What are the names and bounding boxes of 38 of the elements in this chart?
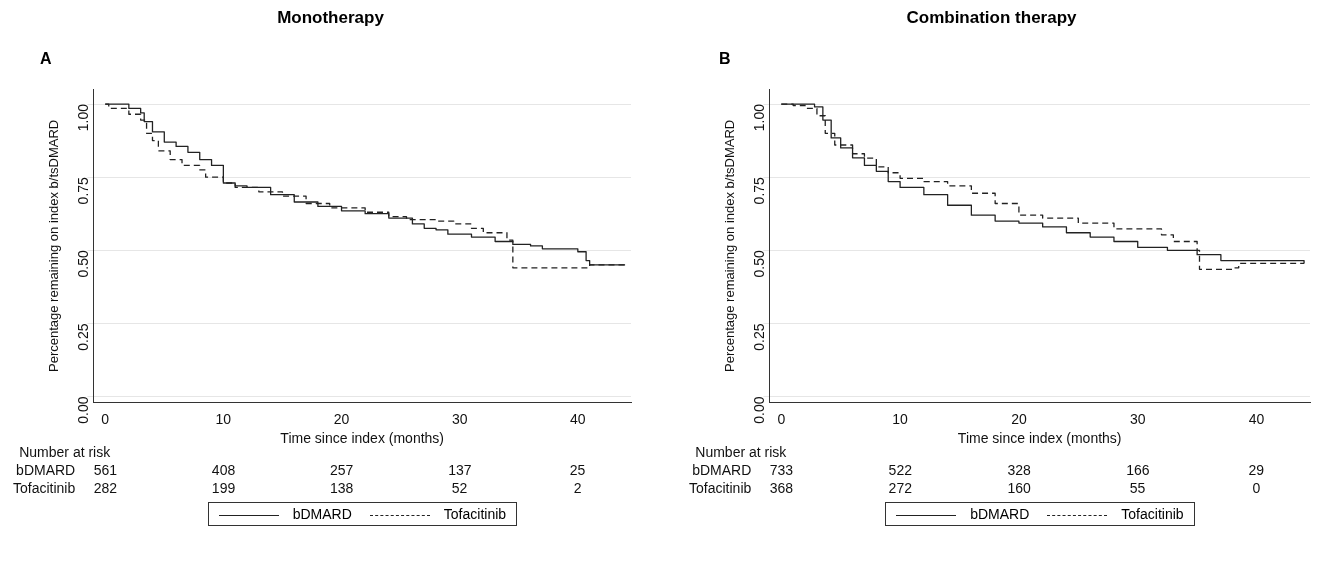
- x-tick-label: 0: [777, 410, 786, 427]
- x-tick-label: 30: [1129, 410, 1146, 427]
- x-tick-label: 20: [333, 410, 350, 427]
- chart-title: Combination therapy: [905, 8, 1078, 28]
- y-tick-label: 0.50: [75, 250, 92, 278]
- x-tick-label: 10: [215, 410, 232, 427]
- text: bDMARD 561 408 257 137 25: [16, 462, 586, 479]
- text: Number at risk: [19, 444, 111, 461]
- y-tick-label: 0.00: [751, 396, 768, 424]
- legend-label: bDMARD: [970, 506, 1030, 523]
- y-tick-label: 0.50: [751, 250, 768, 278]
- x-tick-label: 40: [1248, 410, 1265, 427]
- text: Tofacitinib 282 199 138 52 2: [12, 480, 582, 497]
- x-tick-label: 40: [570, 410, 586, 427]
- x-axis-title: Time since index (months): [280, 430, 445, 447]
- y-tick-label: 0.75: [751, 176, 768, 205]
- text: bDMARD 733 522 328 166 29: [692, 462, 1265, 479]
- x-tick-label: 0: [101, 410, 110, 427]
- legend-label: bDMARD: [292, 506, 352, 523]
- y-axis-title: Percentage remaining on index b/tsDMARD: [722, 119, 738, 372]
- y-tick-label: 0.00: [75, 396, 92, 424]
- text: Number at risk: [695, 444, 787, 461]
- y-axis-title: Percentage remaining on index b/tsDMARD: [46, 119, 62, 372]
- text: Tofacitinib 368 272 160 55 0: [689, 480, 1261, 497]
- chart-subtitle: B: [719, 50, 731, 68]
- x-tick-label: 30: [451, 410, 468, 427]
- x-tick-label: 20: [1011, 410, 1027, 427]
- y-tick-label: 0.25: [751, 323, 768, 351]
- y-tick-label: 1.00: [75, 103, 92, 132]
- legend-label: Tofacitinib: [1121, 506, 1184, 523]
- y-tick-label: 1.00: [751, 103, 768, 132]
- x-axis-title: Time since index (months): [957, 430, 1122, 447]
- x-tick-label: 10: [892, 410, 909, 427]
- legend-label: Tofacitinib: [443, 506, 507, 523]
- chart-title: Monotherapy: [276, 8, 385, 28]
- chart-subtitle: A: [40, 50, 52, 68]
- y-tick-label: 0.75: [75, 176, 92, 205]
- y-tick-label: 0.25: [75, 323, 92, 351]
